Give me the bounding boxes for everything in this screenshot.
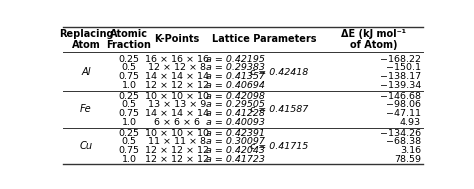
Text: a = 0.40694: a = 0.40694 <box>206 81 265 90</box>
Text: 0.75: 0.75 <box>118 72 139 81</box>
Text: −146.68: −146.68 <box>380 92 421 101</box>
Text: 0.25: 0.25 <box>118 55 139 64</box>
Text: Cu: Cu <box>79 141 92 151</box>
Text: 0.75: 0.75 <box>118 109 139 118</box>
Text: 1.0: 1.0 <box>121 118 137 127</box>
Text: 0.25: 0.25 <box>118 92 139 101</box>
Text: 0.5: 0.5 <box>121 63 137 72</box>
Text: 1.0: 1.0 <box>121 81 137 90</box>
Text: −134.26: −134.26 <box>380 129 421 138</box>
Text: 12 × 12 × 12: 12 × 12 × 12 <box>145 81 209 90</box>
Text: a = 0.30097: a = 0.30097 <box>206 137 265 146</box>
Text: a = 0.41723: a = 0.41723 <box>206 155 265 164</box>
Text: 78.59: 78.59 <box>394 155 421 164</box>
Text: Replacing
Atom: Replacing Atom <box>59 29 113 50</box>
Text: 14 × 14 × 14: 14 × 14 × 14 <box>145 72 209 81</box>
Text: ΔE (kJ mol⁻¹
of Atom): ΔE (kJ mol⁻¹ of Atom) <box>341 29 406 50</box>
Text: −150.1: −150.1 <box>386 63 421 72</box>
Text: 12 × 12 × 8: 12 × 12 × 8 <box>148 63 206 72</box>
Text: 0.5: 0.5 <box>121 100 137 109</box>
Text: 4.93: 4.93 <box>400 118 421 127</box>
Text: a = 0.42391: a = 0.42391 <box>206 129 265 138</box>
Text: a = 0.29383: a = 0.29383 <box>206 63 265 72</box>
Text: −68.38: −68.38 <box>386 137 421 146</box>
Text: 12 × 12 × 12: 12 × 12 × 12 <box>145 146 209 155</box>
Text: 10 × 10 × 10: 10 × 10 × 10 <box>145 92 209 101</box>
Text: −139.34: −139.34 <box>380 81 421 90</box>
Text: Atomic
Fraction: Atomic Fraction <box>107 29 152 50</box>
Text: −138.17: −138.17 <box>380 72 421 81</box>
Text: a = 0.42098: a = 0.42098 <box>206 92 265 101</box>
Text: a = 0.42195: a = 0.42195 <box>206 55 265 64</box>
Text: 10 × 10 × 10: 10 × 10 × 10 <box>145 129 209 138</box>
Text: 12 × 12 × 12: 12 × 12 × 12 <box>145 155 209 164</box>
Text: 14 × 14 × 14: 14 × 14 × 14 <box>145 109 209 118</box>
Text: a = 0.41357: a = 0.41357 <box>206 72 265 81</box>
Text: c = 0.41587: c = 0.41587 <box>250 105 308 114</box>
Text: 16 × 16 × 16: 16 × 16 × 16 <box>145 55 209 64</box>
Text: 3.16: 3.16 <box>400 146 421 155</box>
Text: 0.25: 0.25 <box>118 129 139 138</box>
Text: a = 0.40093: a = 0.40093 <box>206 118 265 127</box>
Text: 11 × 11 × 8: 11 × 11 × 8 <box>148 137 206 146</box>
Text: a = 0.42043: a = 0.42043 <box>206 146 265 155</box>
Text: c = 0.42418: c = 0.42418 <box>250 68 308 77</box>
Text: 13 × 13 × 9: 13 × 13 × 9 <box>148 100 206 109</box>
Text: c = 0.41715: c = 0.41715 <box>250 142 308 151</box>
Text: −98.06: −98.06 <box>386 100 421 109</box>
Text: −47.11: −47.11 <box>386 109 421 118</box>
Text: −168.22: −168.22 <box>380 55 421 64</box>
Text: 0.5: 0.5 <box>121 137 137 146</box>
Text: a = 0.41228: a = 0.41228 <box>206 109 265 118</box>
Text: K-Points: K-Points <box>154 34 200 44</box>
Text: a = 0.29505: a = 0.29505 <box>206 100 265 109</box>
Text: Fe: Fe <box>80 104 92 114</box>
Text: 1.0: 1.0 <box>121 155 137 164</box>
Text: 0.75: 0.75 <box>118 146 139 155</box>
Text: 6 × 6 × 6: 6 × 6 × 6 <box>154 118 200 127</box>
Text: Lattice Parameters: Lattice Parameters <box>212 34 316 44</box>
Text: Al: Al <box>81 67 91 77</box>
